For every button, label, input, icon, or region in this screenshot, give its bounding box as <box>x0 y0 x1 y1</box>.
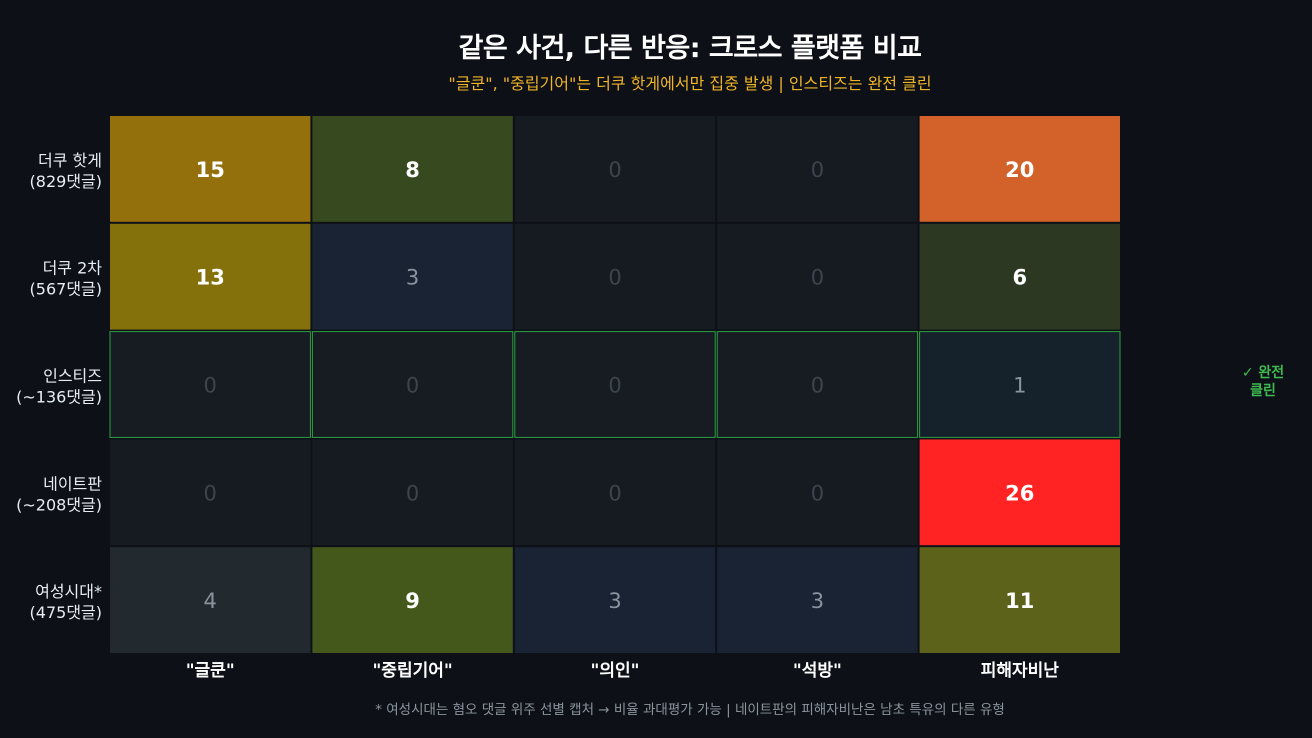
heatmap-cell <box>514 223 716 330</box>
heatmap-cell <box>514 116 716 222</box>
row-label: 네이트판 <box>43 474 102 493</box>
row-label: 여성시대* <box>35 582 102 601</box>
cell-value-label: 0 <box>608 481 621 505</box>
heatmap-cell <box>312 547 513 653</box>
heatmap-cell <box>919 547 1120 653</box>
cell-value-label: 0 <box>811 266 824 290</box>
chart-subtitle: "글쿤", "중립기어"는 더쿠 핫게에서만 집중 발생 | 인스티즈는 완전 … <box>448 74 932 93</box>
cell-value-label: 0 <box>608 266 621 290</box>
column-label: "의인" <box>591 661 640 681</box>
clean-annotation-line1: ✓ 완전 <box>1241 365 1285 381</box>
cell-value-label: 13 <box>196 266 225 290</box>
cell-value-label: 0 <box>204 481 217 505</box>
chart-title: 같은 사건, 다른 반응: 크로스 플랫폼 비교 <box>458 33 922 64</box>
column-label: "글쿤" <box>186 661 235 681</box>
clean-annotation: ✓ 완전 클린 <box>1222 364 1304 400</box>
row-label-count: (475댓글) <box>30 603 102 622</box>
heatmap-cell <box>717 116 918 222</box>
heatmap-cell <box>717 223 918 330</box>
cell-value-label: 0 <box>608 158 621 182</box>
column-label: "중립기어" <box>372 661 452 681</box>
heatmap-cell <box>919 439 1120 546</box>
column-label: "석방" <box>793 661 842 681</box>
heatmap-cell <box>312 223 513 330</box>
row-label-count: (~136댓글) <box>16 388 102 407</box>
cell-value-label: 1 <box>1013 374 1026 398</box>
heatmap-cell <box>717 439 918 546</box>
cell-value-label: 20 <box>1005 158 1034 182</box>
cell-value-label: 15 <box>196 158 225 182</box>
footnote: * 여성시대는 혐오 댓글 위주 선별 캡처 → 비율 과대평가 가능 | 네이… <box>375 702 1005 718</box>
row-label: 더쿠 2차 <box>43 259 103 278</box>
row-label-count: (829댓글) <box>30 172 102 191</box>
cell-value-label: 8 <box>405 158 420 182</box>
heatmap-cell <box>312 439 513 546</box>
cell-value-label: 11 <box>1005 589 1034 613</box>
cell-value-label: 3 <box>406 266 419 290</box>
column-label: 피해자비난 <box>981 661 1060 681</box>
heatmap-cell <box>919 116 1120 222</box>
heatmap-cell <box>110 116 311 222</box>
cell-value-label: 0 <box>406 374 419 398</box>
cell-value-label: 0 <box>811 158 824 182</box>
cell-value-label: 0 <box>608 374 621 398</box>
heatmap-cell <box>716 331 919 438</box>
row-label: 인스티즈 <box>43 367 102 386</box>
cell-value-label: 0 <box>811 481 824 505</box>
heatmap-cell <box>919 223 1120 330</box>
heatmap-cell <box>717 547 918 653</box>
heatmap-cell <box>312 116 513 222</box>
row-label-count: (567댓글) <box>30 280 102 299</box>
cell-value-label: 6 <box>1012 266 1027 290</box>
cell-value-label: 0 <box>406 481 419 505</box>
row-label-count: (~208댓글) <box>16 495 102 514</box>
heatmap-cell <box>919 331 1121 438</box>
cell-value-label: 3 <box>811 589 824 613</box>
heatmap-cell <box>110 223 311 330</box>
heatmap-cell <box>514 547 716 653</box>
cell-value-label: 3 <box>608 589 621 613</box>
cell-value-label: 4 <box>204 589 217 613</box>
heatmap-cell <box>311 331 514 438</box>
cell-value-label: 26 <box>1005 481 1034 505</box>
cell-value-label: 9 <box>405 589 420 613</box>
heatmap-cell <box>109 331 311 438</box>
heatmap-cell <box>514 331 716 438</box>
heatmap-cell <box>110 439 311 546</box>
clean-annotation-line2: 클린 <box>1250 383 1276 399</box>
heatmap-cell <box>514 439 716 546</box>
cell-value-label: 0 <box>204 374 217 398</box>
cell-value-label: 0 <box>811 374 824 398</box>
heatmap-cell <box>110 547 311 653</box>
row-label: 더쿠 핫게 <box>38 151 102 170</box>
